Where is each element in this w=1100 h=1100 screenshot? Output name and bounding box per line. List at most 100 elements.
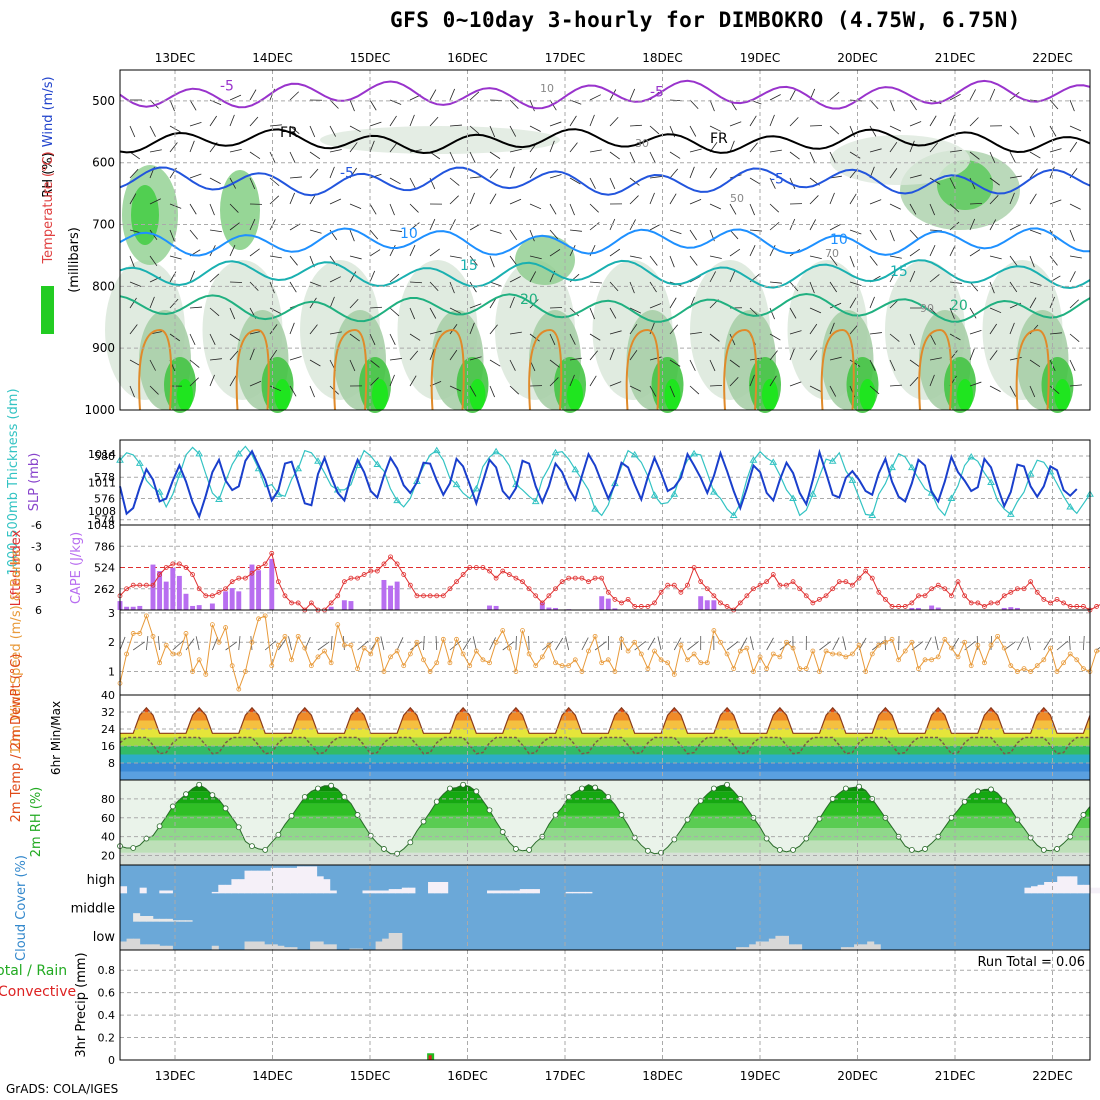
thickness-marker xyxy=(294,464,303,472)
wind-barb xyxy=(629,177,640,186)
cloud-cell xyxy=(867,941,875,950)
thickness-marker xyxy=(729,511,738,518)
wind-barb xyxy=(409,222,420,231)
wind-barb xyxy=(369,140,375,153)
wind-barb xyxy=(1069,299,1079,309)
surface-wind-barb xyxy=(528,635,530,651)
cape-bar xyxy=(223,591,229,610)
wind-barb xyxy=(629,349,638,361)
cloud-cell xyxy=(133,938,141,950)
temp-band xyxy=(120,763,1090,772)
grid-lines xyxy=(120,695,1090,780)
wind-barb xyxy=(769,307,775,320)
wind-barb xyxy=(689,148,702,153)
wind-barb xyxy=(989,385,1001,392)
wind-barb xyxy=(309,125,316,138)
rh-marker xyxy=(1080,812,1087,818)
rh-marker xyxy=(249,843,255,850)
rh-line xyxy=(119,784,1091,855)
wind-barb xyxy=(849,125,855,138)
wind-speed-marker xyxy=(817,669,822,674)
lifted-index-marker xyxy=(434,593,440,599)
wind-barb xyxy=(249,248,260,257)
wind-barb xyxy=(409,333,421,341)
lifted-index-marker xyxy=(216,589,222,595)
wind-barb xyxy=(709,203,722,210)
wind-barb xyxy=(469,192,475,205)
wind-barb xyxy=(709,384,723,387)
wind-barb xyxy=(1069,359,1076,372)
cloud-cell xyxy=(395,933,403,950)
rh-marker xyxy=(169,803,176,810)
wind-speed-marker xyxy=(942,636,948,642)
wind-barb xyxy=(989,323,997,335)
wind-barb xyxy=(609,116,619,127)
lifted-index-line xyxy=(119,552,1100,611)
wind-barb xyxy=(489,168,499,179)
wind-barb xyxy=(349,229,355,242)
cloud-cell xyxy=(565,891,573,894)
cloud-cell xyxy=(264,944,272,950)
surface-wind-barb xyxy=(565,636,570,651)
cape-bar xyxy=(381,579,387,610)
cloud-cell xyxy=(224,884,232,894)
wind-barb xyxy=(189,203,197,215)
cloud-cell xyxy=(159,945,167,950)
wind-barb xyxy=(429,348,435,361)
cape-bar xyxy=(328,606,334,610)
wind-barb xyxy=(229,333,241,341)
wind-speed-marker xyxy=(830,651,836,657)
wind-barb xyxy=(1009,224,1021,231)
wind-barb xyxy=(1049,125,1057,137)
temp-line xyxy=(120,706,1091,734)
lifted-index-marker xyxy=(638,604,644,609)
wind-barb xyxy=(909,333,916,346)
surface-wind-barb xyxy=(119,636,126,651)
wind-barb xyxy=(949,149,962,153)
cape-bar xyxy=(394,581,400,610)
wind-speed-marker xyxy=(520,628,525,633)
isotherm-label: 20 xyxy=(950,298,968,314)
wind-barb xyxy=(349,99,355,112)
top-date-label: 18DEC xyxy=(642,51,682,65)
wind-speed-marker xyxy=(414,639,420,645)
lifted-index-marker xyxy=(645,604,651,609)
surface-wind-barb xyxy=(673,637,682,651)
cloud-cell xyxy=(578,891,586,894)
wind-speed-marker xyxy=(572,657,578,663)
lifted-index-marker xyxy=(275,579,281,585)
wind-speed-marker xyxy=(638,651,644,657)
rh-marker xyxy=(513,846,519,852)
isotherm-label: 20 xyxy=(520,292,538,308)
wind-barb xyxy=(749,374,755,387)
wind-barb xyxy=(789,307,797,319)
wind-barb xyxy=(669,99,683,102)
isotherm-25-loop xyxy=(723,328,758,411)
wind-barb xyxy=(669,359,681,367)
wind-barb xyxy=(329,149,342,153)
wind-barb xyxy=(549,359,560,368)
lifted-index-marker xyxy=(487,568,492,574)
wind-barb xyxy=(789,381,802,387)
wind-speed-marker xyxy=(157,660,162,666)
wind-barb xyxy=(649,223,661,231)
wind-barb xyxy=(1009,125,1019,135)
lifted-index-marker xyxy=(124,586,129,592)
wind-speed-marker xyxy=(262,613,268,619)
rh-marker xyxy=(130,845,137,851)
lifted-index-marker xyxy=(170,561,176,567)
surface-wind-barb xyxy=(858,637,867,651)
wind-speed-marker xyxy=(434,660,440,666)
wind-speed-marker xyxy=(546,642,552,648)
wind-barb xyxy=(129,359,141,367)
temp-band xyxy=(120,771,1090,780)
wind-speed-marker xyxy=(381,669,387,674)
wind-barb xyxy=(749,115,757,127)
wind-barb xyxy=(549,121,562,127)
wind-speed-marker xyxy=(388,654,393,660)
cloud-cell xyxy=(329,944,337,950)
cape-bar xyxy=(236,591,242,610)
cloud-cell xyxy=(388,933,396,950)
lifted-index-marker xyxy=(566,575,572,581)
lifted-index-marker xyxy=(612,596,618,602)
